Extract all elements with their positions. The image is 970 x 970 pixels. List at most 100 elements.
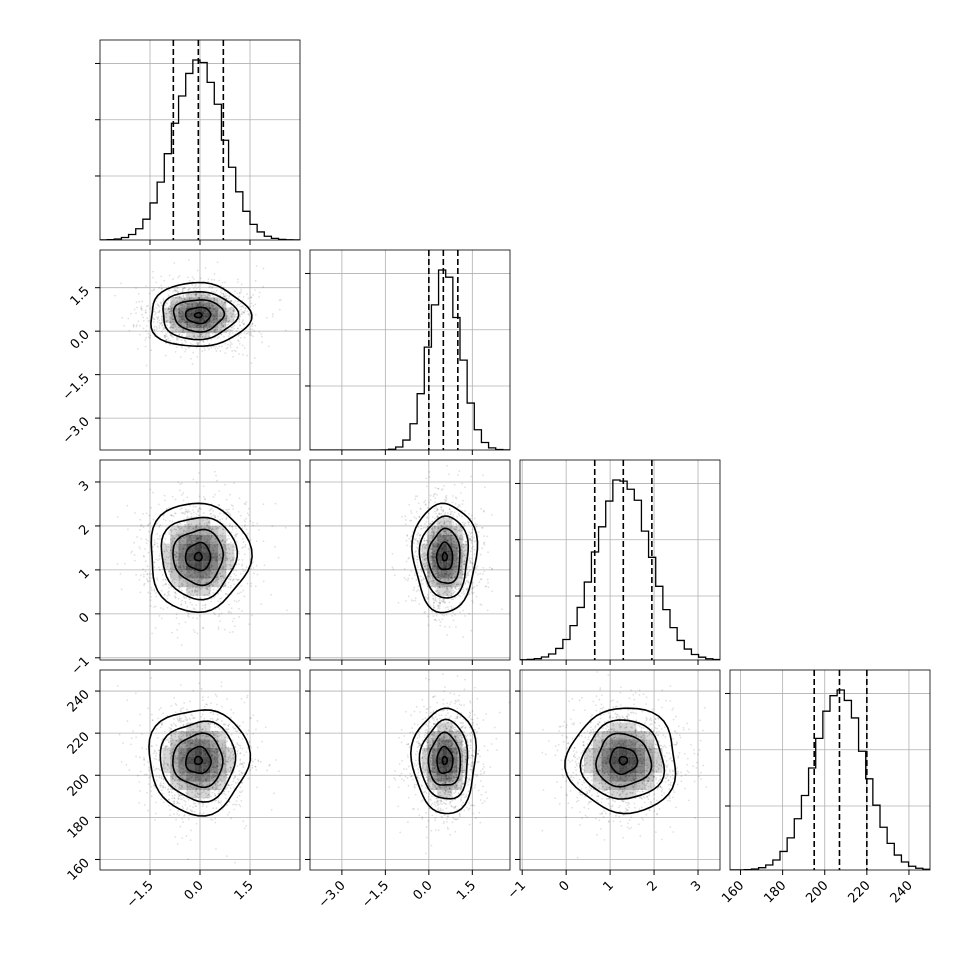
sample-point (219, 329, 222, 332)
sample-point (221, 323, 223, 326)
sample-point (408, 574, 411, 577)
sample-point (454, 496, 457, 499)
sample-point (150, 790, 153, 793)
sample-point (204, 540, 207, 543)
sample-point (175, 550, 178, 553)
sample-point (253, 357, 256, 359)
sample-point (180, 297, 183, 300)
sample-point (255, 768, 258, 771)
sample-point (153, 318, 156, 321)
sample-point (226, 510, 229, 513)
sample-point (227, 297, 230, 300)
sample-point (174, 556, 177, 558)
sample-point (207, 535, 210, 538)
sample-point (408, 503, 411, 506)
sample-point (227, 578, 230, 580)
sample-point (168, 312, 171, 315)
sample-point (180, 339, 183, 342)
sample-point (162, 801, 165, 804)
sample-point (170, 570, 173, 573)
sample-point (147, 523, 150, 526)
sample-point (164, 543, 167, 546)
sample-point (209, 587, 212, 590)
sample-point (178, 586, 181, 589)
sample-point (145, 305, 148, 308)
density-cell (162, 312, 171, 318)
sample-point (220, 685, 223, 688)
sample-point (234, 316, 237, 319)
histogram-0 (100, 59, 300, 240)
sample-point (429, 499, 432, 501)
sample-point (202, 512, 205, 514)
sample-point (195, 590, 198, 593)
sample-point (182, 329, 185, 332)
sample-point (162, 518, 165, 521)
sample-point (225, 518, 228, 521)
sample-point (169, 533, 172, 536)
sample-point (226, 559, 229, 562)
sample-point (189, 538, 192, 541)
sample-point (464, 486, 466, 489)
sample-point (149, 522, 151, 525)
sample-point (242, 296, 245, 298)
sample-point (198, 297, 201, 300)
sample-point (234, 310, 236, 313)
sample-point (230, 611, 232, 614)
sample-point (167, 306, 170, 309)
sample-point (227, 323, 230, 326)
sample-point (185, 295, 188, 297)
sample-point (168, 318, 171, 320)
sample-point (218, 490, 221, 493)
contour-1-0-0 (150, 281, 253, 348)
sample-point (158, 525, 161, 527)
sample-point (221, 539, 224, 542)
sample-point (482, 509, 485, 512)
sample-point (172, 278, 174, 280)
sample-point (176, 556, 179, 558)
sample-point (228, 552, 231, 555)
sample-point (241, 559, 244, 561)
sample-point (229, 308, 231, 310)
sample-point (243, 332, 246, 335)
sample-point (209, 576, 212, 579)
sample-point (201, 297, 204, 300)
sample-point (153, 539, 156, 542)
sample-point (169, 539, 172, 542)
sample-point (184, 508, 187, 511)
sample-point (205, 582, 208, 584)
sample-point (203, 523, 206, 526)
sample-point (180, 583, 183, 586)
sample-point (148, 576, 151, 579)
sample-point (201, 587, 203, 590)
sample-point (216, 261, 219, 264)
sample-point (256, 573, 259, 576)
sample-point (155, 592, 157, 594)
sample-point (158, 538, 161, 541)
sample-point (181, 306, 184, 309)
sample-point (163, 299, 165, 302)
sample-point (250, 334, 253, 337)
sample-point (261, 335, 263, 338)
sample-point (176, 299, 179, 302)
sample-point (169, 320, 171, 322)
sample-point (147, 320, 150, 323)
sample-point (247, 514, 250, 516)
sample-point (175, 327, 178, 330)
sample-point (191, 534, 193, 537)
sample-point (204, 606, 206, 609)
sample-point (404, 519, 407, 521)
sample-point (178, 296, 181, 299)
sample-point (237, 563, 240, 566)
sample-point (192, 594, 195, 597)
sample-point (164, 336, 166, 339)
sample-point (236, 600, 238, 603)
density-cell (194, 307, 203, 313)
sample-point (147, 707, 150, 710)
sample-point (223, 577, 225, 580)
sample-point (174, 591, 176, 594)
sample-point (140, 305, 142, 308)
sample-point (221, 518, 224, 520)
sample-point (432, 495, 435, 498)
sample-point (211, 310, 214, 313)
density-cell (186, 322, 195, 328)
